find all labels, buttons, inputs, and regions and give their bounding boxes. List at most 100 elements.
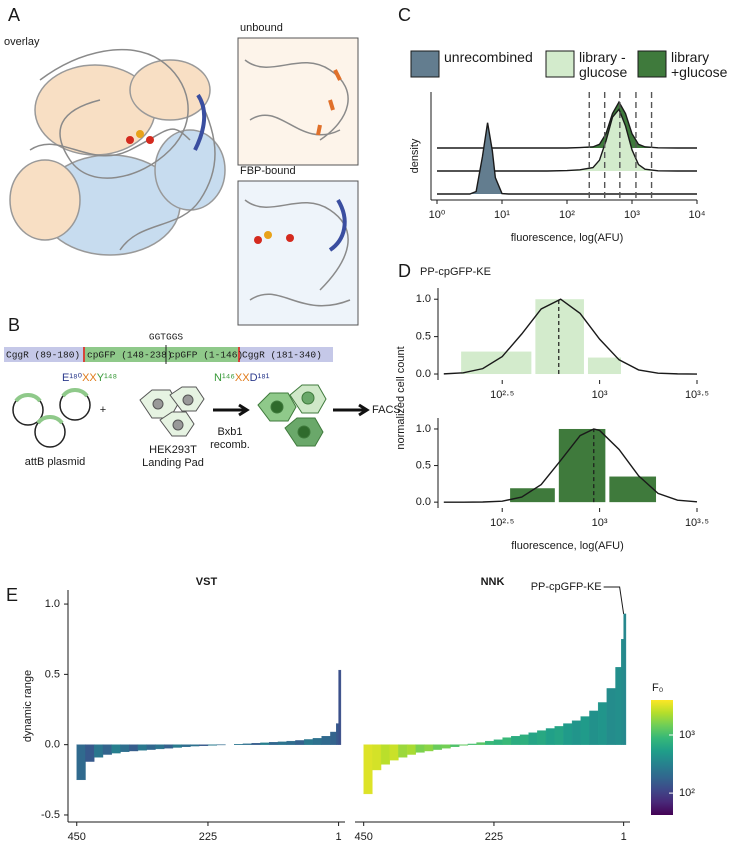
bar bbox=[94, 744, 104, 758]
bar bbox=[545, 728, 555, 745]
x-tick-label: 450 bbox=[68, 831, 86, 843]
y-tick-label: 0.5 bbox=[45, 668, 60, 680]
step-label: FACS bbox=[372, 404, 401, 416]
bar bbox=[502, 737, 512, 745]
x-axis-label: fluorescence, log(AFU) bbox=[511, 540, 624, 552]
bar bbox=[338, 669, 342, 745]
bar bbox=[415, 744, 425, 753]
bar bbox=[363, 744, 373, 795]
chart-title: NNK bbox=[481, 576, 505, 588]
colorbar-tick-label: 10³ bbox=[679, 729, 695, 741]
bar bbox=[615, 667, 622, 745]
y-tick-label: 1.0 bbox=[416, 293, 431, 305]
bar bbox=[380, 744, 390, 765]
bar bbox=[563, 723, 573, 745]
protein-overlay bbox=[9, 48, 226, 256]
bar bbox=[164, 744, 174, 749]
residue: D¹⁸¹ bbox=[250, 372, 270, 384]
bar bbox=[207, 744, 217, 746]
bar bbox=[467, 743, 477, 745]
bar bbox=[519, 734, 529, 745]
recombined-cells bbox=[257, 384, 327, 447]
fit-curve bbox=[443, 428, 698, 503]
bar bbox=[242, 743, 252, 745]
bar bbox=[76, 744, 86, 781]
y-tick-label: 0.5 bbox=[416, 459, 431, 471]
y-tick-label: 0.0 bbox=[45, 739, 60, 751]
annotation: PP-cpGFP-KE bbox=[531, 581, 602, 593]
segment-label: CggR (181-340) bbox=[242, 350, 322, 361]
chart-title: PP-cpGFP-KE bbox=[420, 266, 491, 278]
bar bbox=[146, 744, 156, 750]
bar bbox=[260, 742, 270, 745]
x-tick-label: 225 bbox=[199, 831, 217, 843]
inset-unbound bbox=[244, 59, 349, 141]
bar bbox=[459, 744, 469, 746]
y-tick-label: 0.0 bbox=[416, 368, 431, 380]
x-tick-label: 1 bbox=[336, 831, 342, 843]
bar bbox=[251, 743, 261, 745]
bar bbox=[432, 744, 443, 750]
chart-title: VST bbox=[196, 576, 218, 588]
x-tick-label: 10¹ bbox=[494, 209, 510, 221]
linker-label: GGTGGS bbox=[149, 332, 184, 343]
x-tick-label: 10⁰ bbox=[429, 209, 446, 221]
bar bbox=[589, 710, 599, 745]
legend-label: library +glucose bbox=[671, 49, 728, 80]
bar bbox=[485, 740, 495, 745]
bar bbox=[621, 639, 624, 745]
x-tick-label: 10³·⁵ bbox=[685, 389, 709, 401]
bar bbox=[277, 741, 287, 745]
x-tick-label: 10³ bbox=[592, 389, 608, 401]
bar bbox=[137, 744, 147, 751]
junction-label: N¹⁴⁶XXD¹⁸¹ bbox=[214, 372, 270, 384]
bar bbox=[424, 744, 434, 752]
x-tick-label: 450 bbox=[355, 831, 373, 843]
legend-label: unrecombined bbox=[444, 49, 533, 65]
bar bbox=[606, 688, 616, 745]
bar bbox=[461, 351, 532, 375]
colorbar bbox=[651, 700, 673, 815]
bar bbox=[199, 744, 209, 746]
bar bbox=[120, 744, 130, 752]
bar bbox=[609, 476, 657, 503]
panel-label: D bbox=[398, 261, 411, 281]
bar bbox=[129, 744, 139, 752]
bar bbox=[535, 299, 584, 375]
bar bbox=[286, 740, 296, 745]
cell-label: HEK293T bbox=[149, 444, 197, 456]
x-tick-label: 10² bbox=[559, 209, 575, 221]
bar bbox=[398, 744, 408, 758]
arrow bbox=[333, 403, 370, 417]
bar bbox=[528, 732, 538, 745]
y-tick-label: -0.5 bbox=[41, 809, 60, 821]
y-axis-label: density bbox=[409, 138, 421, 173]
bar bbox=[181, 744, 191, 747]
segment bbox=[4, 347, 84, 362]
plasmid-label: attB plasmid bbox=[25, 456, 86, 468]
y-axis-label: dynamic range bbox=[22, 670, 34, 742]
bar bbox=[571, 720, 581, 745]
x-tick-label: 10³·⁵ bbox=[685, 517, 709, 529]
segment-label: CggR (89-180) bbox=[6, 350, 80, 361]
x-tick-label: 1 bbox=[621, 831, 627, 843]
y-tick-label: 1.0 bbox=[45, 598, 60, 610]
segment bbox=[84, 347, 166, 362]
bar bbox=[295, 740, 305, 745]
bar bbox=[406, 744, 416, 755]
bar bbox=[111, 744, 121, 754]
panel-label: C bbox=[398, 5, 411, 25]
panel-label: A bbox=[8, 5, 20, 25]
bar bbox=[389, 744, 399, 761]
residue: N¹⁴⁶ bbox=[214, 372, 235, 384]
bar bbox=[476, 742, 486, 745]
cells bbox=[139, 386, 205, 437]
junction-label: E¹⁸⁰XXY¹⁴⁸ bbox=[62, 372, 117, 384]
legend-swatch bbox=[637, 50, 667, 78]
structure-label: overlay bbox=[4, 36, 40, 48]
bar bbox=[450, 744, 460, 747]
y-axis-label: normalized cell count bbox=[395, 346, 407, 449]
bar bbox=[172, 744, 182, 748]
structure-label: FBP-bound bbox=[240, 165, 296, 177]
